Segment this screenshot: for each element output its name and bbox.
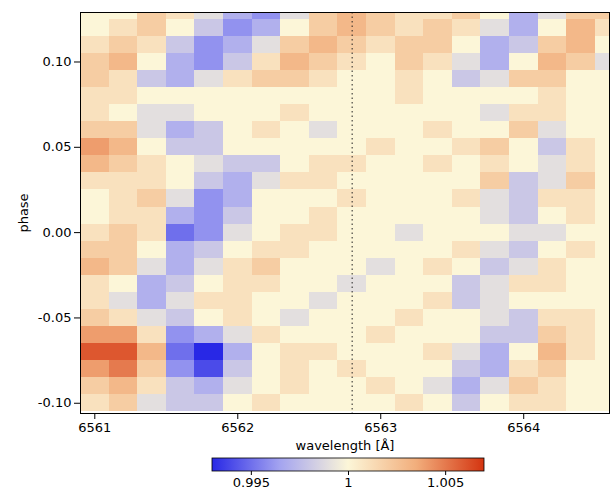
svg-text:0.995: 0.995 xyxy=(233,475,270,490)
svg-text:1.005: 1.005 xyxy=(427,475,464,490)
svg-text:0.10: 0.10 xyxy=(43,54,72,69)
svg-text:-0.05: -0.05 xyxy=(38,310,72,325)
svg-text:6563: 6563 xyxy=(364,420,397,435)
svg-text:0.05: 0.05 xyxy=(43,139,72,154)
svg-text:6562: 6562 xyxy=(221,420,254,435)
svg-text:-0.10: -0.10 xyxy=(38,395,72,410)
svg-text:6561: 6561 xyxy=(78,420,111,435)
svg-text:phase: phase xyxy=(16,193,31,232)
svg-text:wavelength [Å]: wavelength [Å] xyxy=(296,438,395,453)
svg-text:1: 1 xyxy=(344,475,352,490)
svg-text:6564: 6564 xyxy=(507,420,540,435)
svg-text:0.00: 0.00 xyxy=(43,225,72,240)
